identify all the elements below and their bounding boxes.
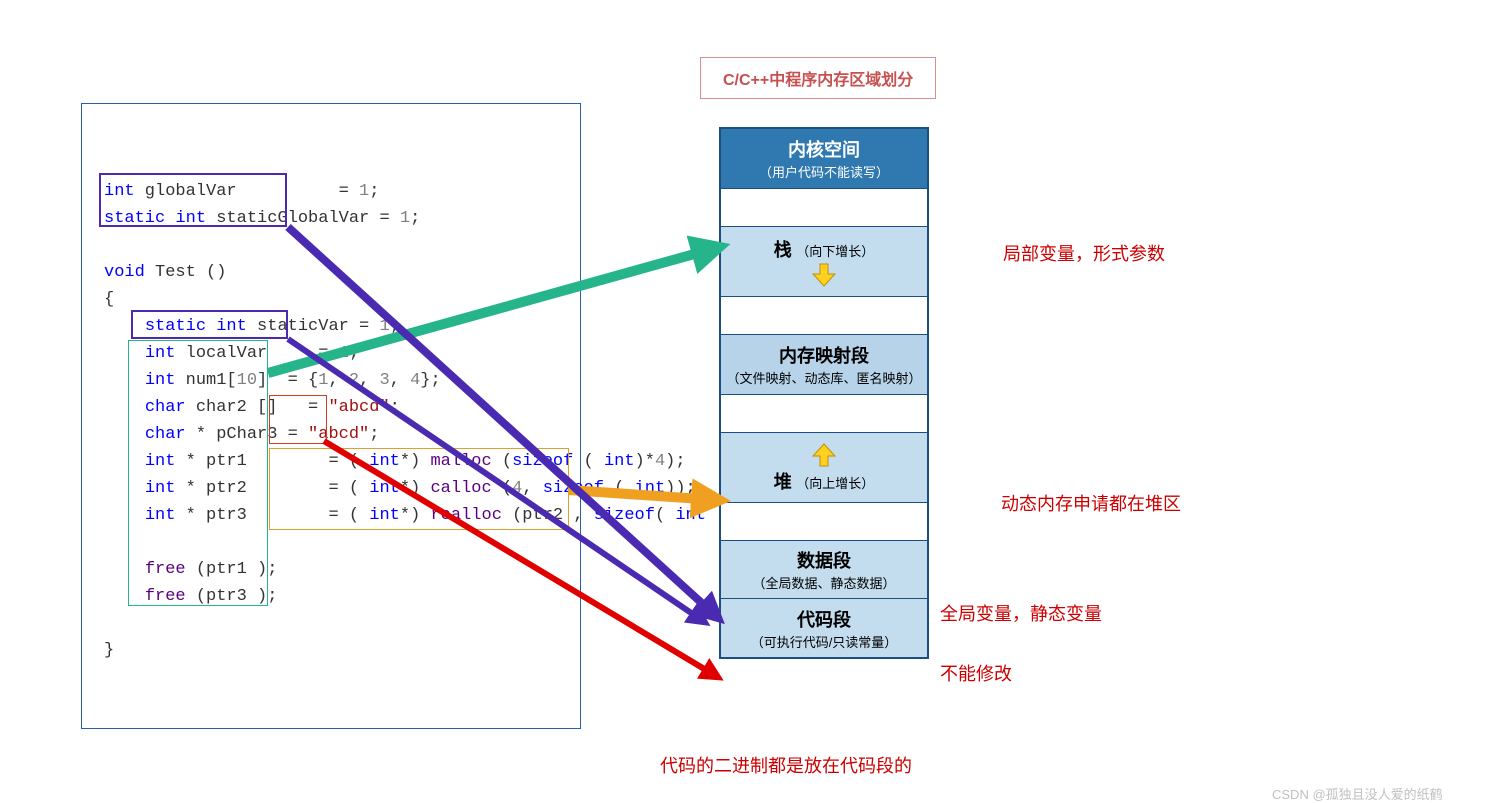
annotation-text: 代码的二进制都是放在代码段的 <box>660 752 912 778</box>
memory-region: 数据段（全局数据、静态数据） <box>721 541 927 599</box>
annotation-text: 不能修改 <box>940 660 1012 686</box>
box-local-vars <box>128 340 268 606</box>
memory-region: 代码段（可执行代码/只读常量） <box>721 599 927 657</box>
memory-region <box>721 297 927 335</box>
box-heap-alloc <box>269 448 569 530</box>
memory-layout-table: 内核空间（用户代码不能读写） 栈 （向下增长） 内存映射段（文件映射、动态库、匿名映… <box>719 127 929 659</box>
annotation-text: 动态内存申请都在堆区 <box>1001 490 1181 516</box>
annotation-text: CSDN @孤独且没人爱的纸鹤 <box>1272 784 1443 803</box>
arrow-down-icon <box>811 262 837 288</box>
diagram-title: C/C++中程序内存区域划分 <box>700 57 936 99</box>
box-static-local <box>131 310 288 339</box>
memory-region <box>721 503 927 541</box>
annotation-text: 全局变量，静态变量 <box>940 600 1102 626</box>
memory-region <box>721 189 927 227</box>
memory-region <box>721 395 927 433</box>
memory-region: 栈 （向下增长） <box>721 227 927 297</box>
memory-region: 堆 （向上增长） <box>721 433 927 503</box>
annotation-text: 局部变量，形式参数 <box>1003 240 1165 266</box>
memory-region: 内核空间（用户代码不能读写） <box>721 129 927 189</box>
box-static-global <box>99 173 287 227</box>
arrow-up-icon <box>811 442 837 468</box>
box-string-literal <box>269 395 327 444</box>
memory-region: 内存映射段（文件映射、动态库、匿名映射） <box>721 335 927 395</box>
